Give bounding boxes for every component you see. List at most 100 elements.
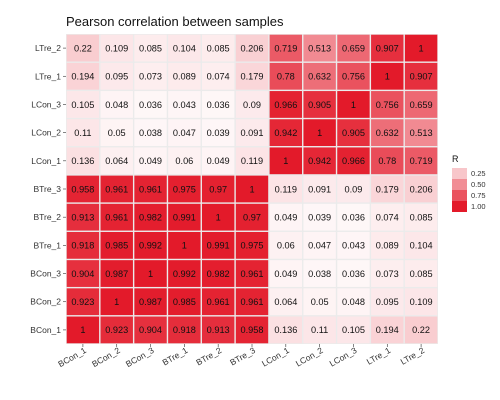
x-axis-ticks: BCon_1 BCon_2 BCon_3 BTre_1 BTre_2 BTre_3 LCon… xyxy=(56,344,426,369)
x-tick-label: LCon_1 xyxy=(260,345,291,369)
legend-label: 0.75 xyxy=(471,191,486,200)
heatmap-cell xyxy=(404,316,438,344)
heatmap-cell xyxy=(303,119,336,147)
heatmap-cell xyxy=(100,147,133,175)
heatmap-cell xyxy=(337,119,370,147)
cell-value-label: 0.064 xyxy=(105,156,128,166)
heatmap-cell xyxy=(168,231,201,259)
cell-value-label: 0.05 xyxy=(108,128,126,138)
x-tick-label: LCon_3 xyxy=(328,345,359,369)
cell-value-label: 0.905 xyxy=(342,128,365,138)
heatmap-cell xyxy=(100,260,133,287)
cell-value-label: 0.904 xyxy=(139,325,162,335)
heatmap-cell xyxy=(235,288,269,316)
heatmap-cell xyxy=(66,316,100,344)
cell-value-label: 0.719 xyxy=(410,156,433,166)
cell-value-label: 0.206 xyxy=(241,43,264,53)
cell-value-label: 0.961 xyxy=(139,184,162,194)
cell-value-label: 0.513 xyxy=(308,43,331,53)
cell-value-label: 0.136 xyxy=(71,156,94,166)
heatmap-cell xyxy=(303,288,336,316)
cell-value-label: 0.918 xyxy=(71,241,94,251)
cell-value-label: 1 xyxy=(249,184,254,194)
cell-value-label: 0.105 xyxy=(71,100,94,110)
heatmap-cell xyxy=(337,260,370,287)
heatmap-cell xyxy=(100,119,133,147)
x-tick-label: LTre_2 xyxy=(399,345,427,367)
cell-value-label: 0.22 xyxy=(412,325,430,335)
cell-value-label: 0.119 xyxy=(241,156,263,166)
heatmap-cell xyxy=(269,62,303,90)
heatmap-cell xyxy=(168,119,201,147)
cell-value-label: 0.923 xyxy=(71,297,94,307)
cell-value-label: 0.038 xyxy=(308,269,331,279)
cell-value-label: 0.913 xyxy=(71,212,94,222)
cell-value-label: 0.904 xyxy=(71,269,94,279)
cell-value-label: 0.756 xyxy=(376,100,399,110)
cell-value-label: 0.966 xyxy=(274,100,297,110)
heatmap-cell xyxy=(371,316,404,344)
heatmap-cell xyxy=(168,316,201,344)
heatmap-cell xyxy=(100,34,133,62)
x-tick-label: BCon_3 xyxy=(124,345,156,369)
x-tick-label: LTre_1 xyxy=(365,345,393,367)
heatmap-cell xyxy=(269,231,303,259)
heatmap-cell xyxy=(337,288,370,316)
cell-value-label: 0.085 xyxy=(207,43,230,53)
heatmap-cell xyxy=(66,119,100,147)
heatmap-cell xyxy=(235,231,269,259)
heatmap-cell xyxy=(201,147,235,175)
cell-value-label: 0.913 xyxy=(207,325,230,335)
heatmap-cell xyxy=(404,147,438,175)
cell-value-label: 0.194 xyxy=(376,325,399,335)
cell-value-label: 0.991 xyxy=(173,212,196,222)
heatmap-cell xyxy=(134,288,167,316)
cell-value-label: 0.048 xyxy=(342,297,365,307)
legend-label: 0.25 xyxy=(471,169,486,178)
heatmap-cell xyxy=(235,203,269,231)
cell-value-label: 0.11 xyxy=(74,128,91,138)
legend-swatch xyxy=(452,201,467,212)
heatmap-cell xyxy=(235,91,269,118)
heatmap-cell xyxy=(134,203,167,231)
cell-value-label: 0.942 xyxy=(308,156,331,166)
cell-value-label: 0.085 xyxy=(410,269,433,279)
cell-value-label: 0.038 xyxy=(139,128,162,138)
legend-label: 0.50 xyxy=(471,180,486,189)
cell-value-label: 0.958 xyxy=(71,184,94,194)
cell-value-label: 0.632 xyxy=(308,72,331,82)
cell-value-label: 0.907 xyxy=(410,72,433,82)
heatmap-cell xyxy=(66,91,100,118)
heatmap-cell xyxy=(201,62,235,90)
x-tick-label: LCon_2 xyxy=(294,345,325,369)
x-tick-label: BCon_1 xyxy=(56,345,88,369)
cell-value-label: 0.109 xyxy=(105,43,128,53)
legend: R 0.25 0.50 0.75 1.00 xyxy=(452,154,486,212)
heatmap-cell xyxy=(168,288,201,316)
heatmap-cell xyxy=(371,231,404,259)
heatmap-cell xyxy=(201,231,235,259)
y-tick-label: LCon_1 xyxy=(31,156,61,166)
heatmap-cell xyxy=(269,91,303,118)
heatmap-cell xyxy=(404,62,438,90)
cell-value-label: 0.09 xyxy=(345,184,363,194)
cell-value-label: 0.049 xyxy=(274,269,297,279)
cell-value-label: 0.047 xyxy=(308,241,331,251)
cell-value-label: 0.918 xyxy=(173,325,196,335)
heatmap-cell xyxy=(235,62,269,90)
cell-value-label: 0.06 xyxy=(277,241,295,251)
heatmap-cell xyxy=(201,260,235,287)
heatmap-cell xyxy=(235,175,269,203)
y-tick-label: BTre_2 xyxy=(33,212,61,222)
heatmap-cell xyxy=(371,260,404,287)
heatmap-cell xyxy=(371,34,404,62)
heatmap-cell xyxy=(269,34,303,62)
cell-value-label: 0.109 xyxy=(410,297,433,307)
heatmap-cell xyxy=(269,175,303,203)
heatmap-cell xyxy=(134,147,167,175)
cell-value-label: 0.985 xyxy=(105,241,128,251)
heatmap-cell xyxy=(303,62,336,90)
cell-value-label: 0.043 xyxy=(342,241,365,251)
heatmap-cell xyxy=(371,203,404,231)
cell-value-label: 1 xyxy=(148,269,153,279)
